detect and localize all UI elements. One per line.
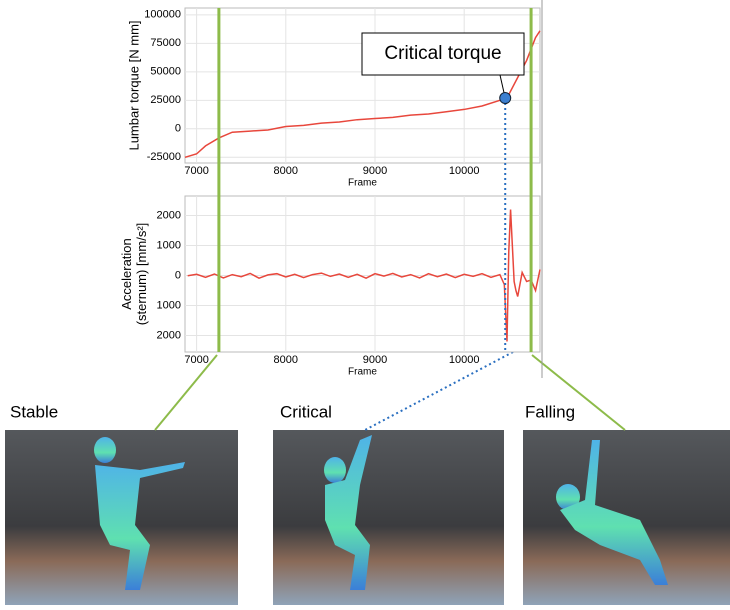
x-tick-label: 9000 — [363, 354, 387, 366]
y-tick-label: 50000 — [150, 66, 181, 78]
x-axis-label: Frame — [348, 367, 377, 378]
connector — [154, 354, 218, 431]
y-axis-label: Acceleration — [119, 238, 134, 310]
figures — [94, 435, 668, 590]
annotation-text: Critical torque — [384, 43, 501, 64]
y-tick-label: 25000 — [150, 94, 181, 106]
x-tick-label: 8000 — [274, 165, 298, 177]
y-axis-label: (sternum) [mm/s²] — [134, 223, 149, 326]
y-tick-label: 75000 — [150, 37, 181, 49]
panel-label: Critical — [280, 402, 332, 421]
x-tick-label: 7000 — [184, 354, 208, 366]
x-tick-label: 10000 — [449, 354, 480, 366]
x-tick-label: 9000 — [363, 165, 387, 177]
y-tick-label: -25000 — [147, 151, 181, 163]
y-axis-label: Lumbar torque [N mm] — [126, 20, 141, 150]
plot-area — [184, 7, 541, 164]
connector — [531, 354, 626, 431]
y-tick-label: 1000 — [157, 299, 181, 311]
y-tick-label: 1000 — [157, 239, 181, 251]
panel-label: Falling — [525, 402, 575, 421]
x-tick-label: 10000 — [449, 165, 480, 177]
image-critical — [273, 430, 504, 605]
plot-area — [184, 195, 541, 353]
x-axis-label: Frame — [348, 178, 377, 189]
y-tick-label: 2000 — [157, 209, 181, 221]
y-tick-label: 0 — [175, 123, 181, 135]
panel-images — [5, 430, 730, 605]
y-tick-label: 2000 — [157, 329, 181, 341]
y-tick-label: 100000 — [144, 9, 181, 21]
line — [187, 209, 541, 342]
y-tick-label: 0 — [175, 269, 181, 281]
x-tick-label: 8000 — [274, 354, 298, 366]
annotation-box — [361, 32, 525, 76]
critical-point — [499, 92, 512, 105]
panel-label: Stable — [10, 402, 58, 421]
x-tick-label: 7000 — [184, 165, 208, 177]
